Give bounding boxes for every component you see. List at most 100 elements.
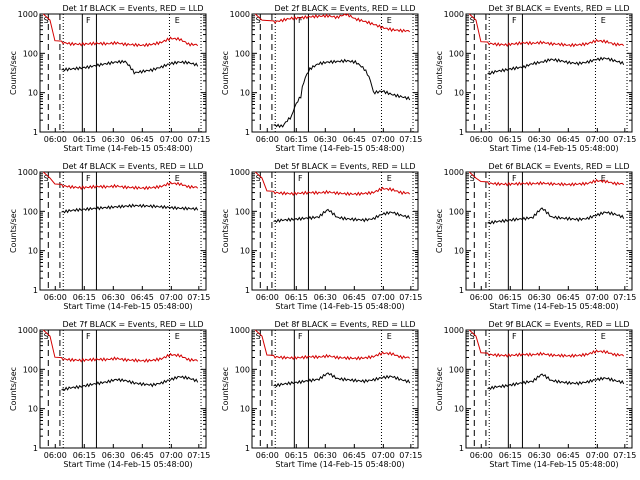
series-line-lld: [254, 171, 411, 197]
chart-panel-2: Det 2f BLACK = Events, RED = LLD 1 10 100 10…: [221, 4, 422, 153]
marker-label-f: F: [512, 332, 517, 341]
x-tick-label: 07:00: [160, 293, 183, 302]
x-tick-label: 06:15: [285, 451, 308, 460]
x-tick-label: 06:00: [256, 293, 279, 302]
chart-title: Det 6f BLACK = Events, RED = LLD: [488, 162, 629, 171]
y-tick-label: 100: [235, 49, 250, 58]
x-tick-label: 07:15: [399, 451, 422, 460]
x-tick-label: 07:15: [187, 135, 210, 144]
y-axis-label: Counts/sec: [221, 209, 230, 253]
series-line-events: [273, 372, 411, 388]
y-tick-label: 1: [33, 286, 38, 295]
y-tick-label: 1000: [230, 10, 250, 19]
x-tick-label: 06:45: [131, 451, 154, 460]
x-tick-label: 06:45: [343, 293, 366, 302]
series-line-events: [487, 207, 625, 225]
chart-title: Det 7f BLACK = Events, RED = LLD: [62, 320, 203, 329]
y-axis-label: Counts/sec: [9, 367, 18, 411]
series-line-events: [273, 208, 411, 223]
plot-frame: [465, 171, 633, 291]
y-tick-label: 10: [454, 247, 464, 256]
y-tick-label: 1000: [444, 168, 464, 177]
marker-label-s: S: [470, 174, 475, 183]
y-axis-label: Counts/sec: [435, 209, 444, 253]
marker-label-f: F: [512, 174, 517, 183]
chart-panel-7: Det 7f BLACK = Events, RED = LLD 1 10 100 10…: [9, 320, 210, 469]
chart-title: Det 9f BLACK = Events, RED = LLD: [488, 320, 629, 329]
x-tick-label: 06:30: [102, 451, 125, 460]
x-tick-label: 06:45: [557, 451, 580, 460]
marker-label-f: F: [86, 174, 91, 183]
series-line-events: [61, 59, 199, 75]
chart-panel-1: Det 1f BLACK = Events, RED = LLD 1 10 100 10…: [9, 4, 210, 153]
x-axis-label: Start Time (14-Feb-15 05:48:00): [63, 302, 192, 311]
plot-frame: [465, 13, 633, 133]
x-tick-label: 06:15: [73, 451, 96, 460]
plot-frame: [39, 171, 207, 291]
chart-panel-9: Det 9f BLACK = Events, RED = LLD 1 10 100 10…: [435, 320, 636, 469]
series-line-lld: [468, 13, 625, 48]
plot-frame: [39, 329, 207, 449]
series-line-events: [61, 203, 199, 214]
marker-label-f: F: [298, 332, 303, 341]
y-axis-label: Counts/sec: [9, 209, 18, 253]
x-tick-label: 07:15: [399, 135, 422, 144]
x-tick-label: 06:45: [557, 135, 580, 144]
chart-panel-5: Det 5f BLACK = Events, RED = LLD 1 10 100 10…: [221, 162, 422, 311]
marker-label-f: F: [298, 174, 303, 183]
x-axis-label: Start Time (14-Feb-15 05:48:00): [275, 460, 404, 469]
x-axis-label: Start Time (14-Feb-15 05:48:00): [489, 144, 618, 153]
x-tick-label: 06:00: [44, 293, 67, 302]
y-tick-label: 1: [459, 286, 464, 295]
y-tick-label: 1000: [230, 326, 250, 335]
x-tick-label: 07:00: [586, 293, 609, 302]
marker-label-e: E: [387, 16, 392, 25]
x-tick-label: 07:00: [372, 451, 395, 460]
chart-panel-4: Det 4f BLACK = Events, RED = LLD 1 10 100 10…: [9, 162, 210, 311]
chart-title: Det 2f BLACK = Events, RED = LLD: [274, 4, 415, 13]
y-tick-label: 10: [240, 405, 250, 414]
y-tick-label: 10: [240, 247, 250, 256]
x-tick-label: 06:30: [314, 293, 337, 302]
series-line-lld: [42, 329, 199, 363]
y-axis-label: Counts/sec: [9, 51, 18, 95]
y-tick-label: 10: [28, 89, 38, 98]
y-tick-label: 1000: [18, 326, 38, 335]
x-tick-label: 06:15: [73, 293, 96, 302]
marker-label-s: S: [256, 16, 261, 25]
x-tick-label: 06:00: [256, 451, 279, 460]
y-axis-label: Counts/sec: [221, 51, 230, 95]
x-tick-label: 06:30: [102, 293, 125, 302]
x-tick-label: 06:30: [314, 451, 337, 460]
plot-frame: [39, 13, 207, 133]
y-tick-label: 100: [235, 365, 250, 374]
x-axis-label: Start Time (14-Feb-15 05:48:00): [489, 302, 618, 311]
marker-label-f: F: [86, 332, 91, 341]
x-tick-label: 07:00: [586, 135, 609, 144]
y-tick-label: 1: [245, 444, 250, 453]
x-axis-label: Start Time (14-Feb-15 05:48:00): [275, 302, 404, 311]
x-tick-label: 06:30: [314, 135, 337, 144]
series-line-events: [487, 56, 625, 75]
x-tick-label: 06:45: [131, 293, 154, 302]
marker-label-e: E: [387, 332, 392, 341]
y-tick-label: 100: [449, 365, 464, 374]
series-line-lld: [468, 329, 625, 358]
chart-title: Det 5f BLACK = Events, RED = LLD: [274, 162, 415, 171]
marker-label-e: E: [601, 332, 606, 341]
x-axis-label: Start Time (14-Feb-15 05:48:00): [275, 144, 404, 153]
y-tick-label: 1: [459, 444, 464, 453]
x-tick-label: 06:00: [256, 135, 279, 144]
marker-label-s: S: [256, 332, 261, 341]
y-tick-label: 100: [23, 49, 38, 58]
marker-label-e: E: [175, 174, 180, 183]
x-tick-label: 06:30: [528, 293, 551, 302]
x-tick-label: 07:00: [160, 135, 183, 144]
y-tick-label: 1: [245, 286, 250, 295]
x-tick-label: 06:45: [343, 135, 366, 144]
x-tick-label: 07:00: [372, 135, 395, 144]
x-tick-label: 06:45: [557, 293, 580, 302]
x-tick-label: 06:15: [499, 293, 522, 302]
x-tick-label: 06:00: [470, 451, 493, 460]
